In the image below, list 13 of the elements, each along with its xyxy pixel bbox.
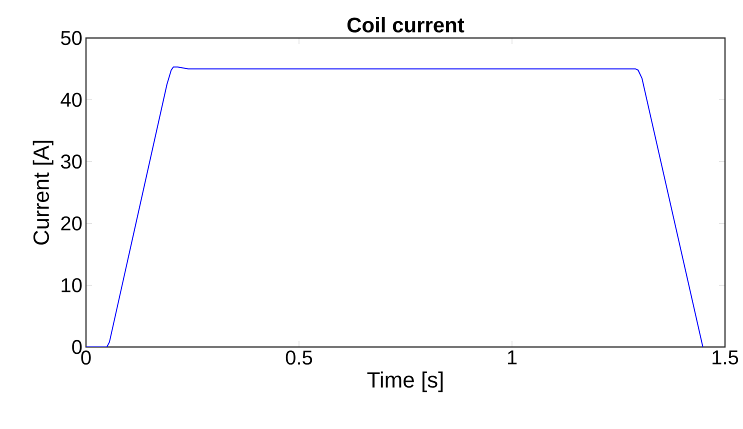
y-tick-label: 20 <box>61 216 82 230</box>
y-axis-title: Current [A] <box>32 140 54 245</box>
y-tick-label: 10 <box>62 278 82 292</box>
x-tick-label: 0 <box>81 350 91 365</box>
y-tick-label: 0 <box>72 340 82 354</box>
x-tick-label: 0.5 <box>286 350 312 365</box>
x-tick-label: 1.5 <box>712 350 738 364</box>
y-tick-label: 50 <box>61 30 82 46</box>
y-tick-label: 40 <box>60 92 82 107</box>
y-tick-label: 30 <box>60 154 82 169</box>
x-axis-title: Time [s] <box>367 372 443 392</box>
x-tick-label: 1 <box>508 350 517 364</box>
chart-title: Coil current <box>347 17 464 32</box>
